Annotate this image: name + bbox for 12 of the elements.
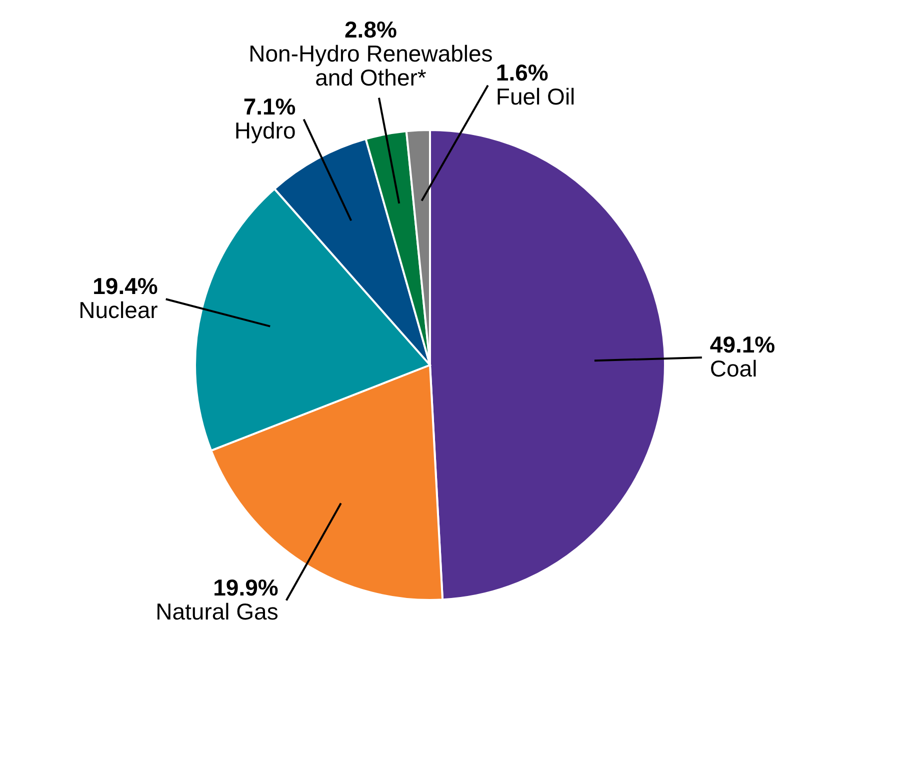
data-label: 19.4% <box>92 273 158 300</box>
data-label: 19.9% <box>213 574 278 600</box>
data-label: 1.6% <box>496 59 548 86</box>
data-label: 2.8% <box>344 16 397 43</box>
data-label: 7.1% <box>243 93 296 120</box>
slice-label: Coal <box>710 356 758 382</box>
slice-label: Fuel Oil <box>496 83 576 110</box>
data-label: 49.1% <box>710 332 776 358</box>
slice-label: Nuclear <box>78 297 158 324</box>
slice-label: Non-Hydro Renewables and Other* <box>248 40 493 91</box>
slice-label: Hydro <box>234 117 296 144</box>
slice-label: Natural Gas <box>156 598 278 624</box>
